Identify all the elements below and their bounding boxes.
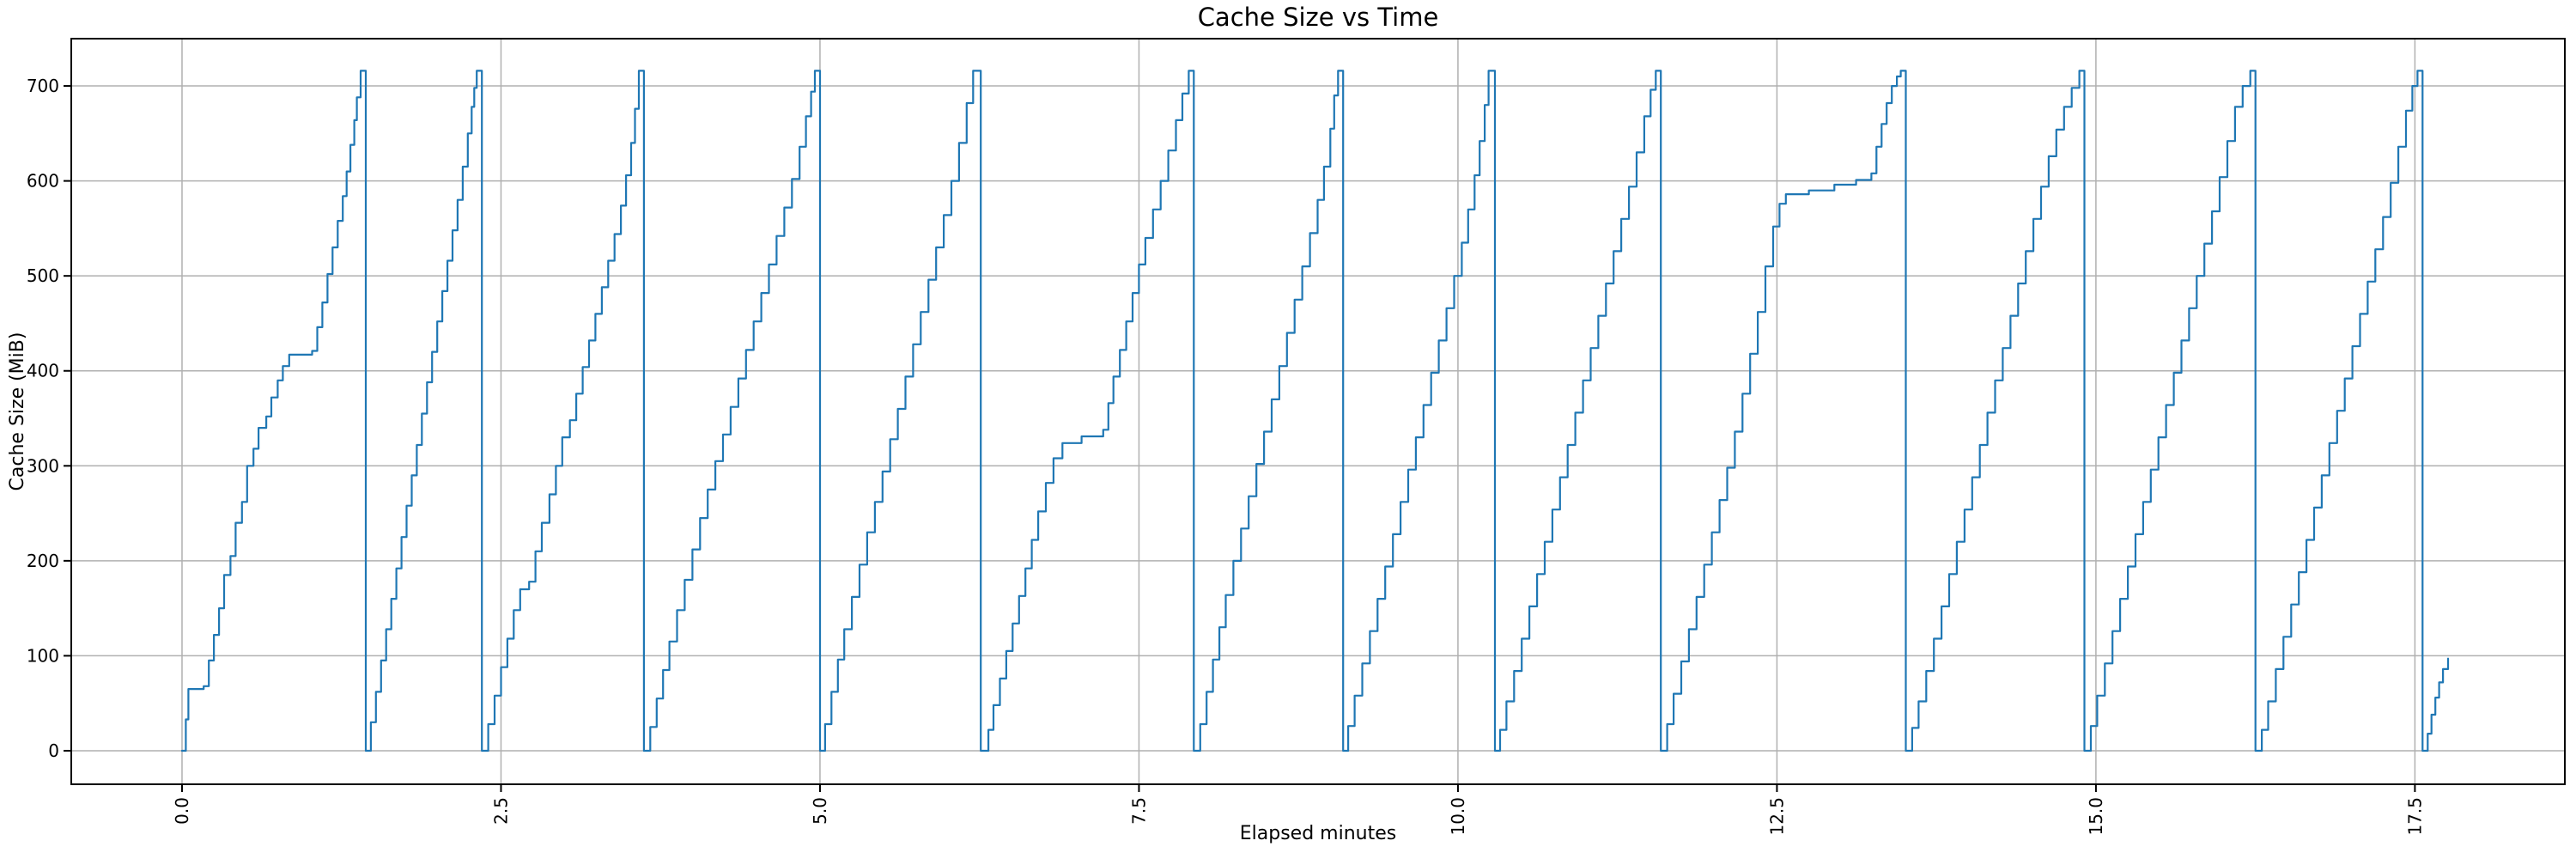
series-line (180, 70, 2450, 752)
y-axis-label: Cache Size (MiB) (7, 332, 28, 491)
x-tick-label: 7.5 (1128, 797, 1149, 825)
x-tick-label: 5.0 (810, 797, 830, 825)
x-tick-label: 2.5 (491, 797, 512, 825)
y-tick-label: 200 (27, 551, 59, 571)
y-tick-label: 400 (27, 361, 59, 381)
y-tick-label: 500 (27, 265, 59, 286)
x-tick-label: 10.0 (1448, 797, 1468, 836)
y-tick-label: 0 (48, 740, 59, 761)
chart-title: Cache Size vs Time (1197, 3, 1439, 32)
x-tick-label: 0.0 (172, 797, 192, 825)
plot-border (70, 38, 2566, 785)
x-tick-label: 12.5 (1766, 797, 1787, 836)
x-tick-label: 15.0 (2086, 797, 2106, 836)
x-axis-label: Elapsed minutes (1239, 823, 1397, 844)
x-tick-label: 17.5 (2404, 797, 2425, 836)
y-tick-label: 600 (27, 171, 59, 192)
y-tick-label: 700 (27, 76, 59, 96)
y-tick-label: 300 (27, 455, 59, 476)
y-tick-label: 100 (27, 645, 59, 666)
